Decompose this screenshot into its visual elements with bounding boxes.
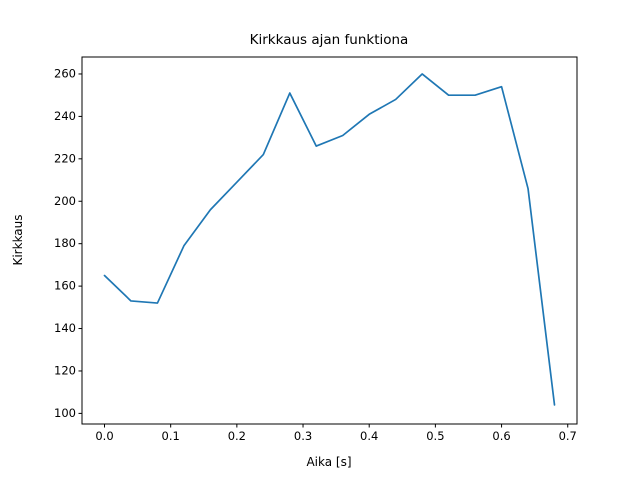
series-kirkkaus <box>103 73 556 406</box>
y-tick-label: 160 <box>54 279 76 293</box>
y-tick-label: 120 <box>54 363 76 377</box>
chart-title: Kirkkaus ajan funktiona <box>250 32 409 48</box>
x-tick-label: 0.2 <box>228 429 246 443</box>
y-tick-label: 260 <box>54 66 76 80</box>
tick-labels: 0.0 0.1 0.2 0.3 0.4 0.5 0.6 0.7 100 120 140 160 180 2… <box>54 66 577 442</box>
axes-frame <box>81 56 578 425</box>
x-tick-label: 0.0 <box>95 429 113 443</box>
x-tick-label: 0.7 <box>559 429 577 443</box>
x-tick-label: 0.1 <box>162 429 180 443</box>
x-tick-label: 0.5 <box>426 429 444 443</box>
tick-marks <box>78 73 569 428</box>
y-axis-title: Kirkkaus <box>11 214 25 265</box>
x-tick-label: 0.4 <box>360 429 378 443</box>
y-tick-label: 140 <box>54 321 76 335</box>
y-tick-label: 200 <box>54 194 76 208</box>
data-series-line <box>103 73 556 406</box>
y-tick-label: 180 <box>54 236 76 250</box>
y-tick-label: 100 <box>54 406 76 420</box>
x-tick-label: 0.3 <box>294 429 312 443</box>
y-tick-label: 240 <box>54 109 76 123</box>
x-axis-title: Aika [s] <box>306 455 351 469</box>
y-tick-label: 220 <box>54 151 76 165</box>
axes-area <box>81 56 578 425</box>
x-tick-label: 0.6 <box>492 429 510 443</box>
